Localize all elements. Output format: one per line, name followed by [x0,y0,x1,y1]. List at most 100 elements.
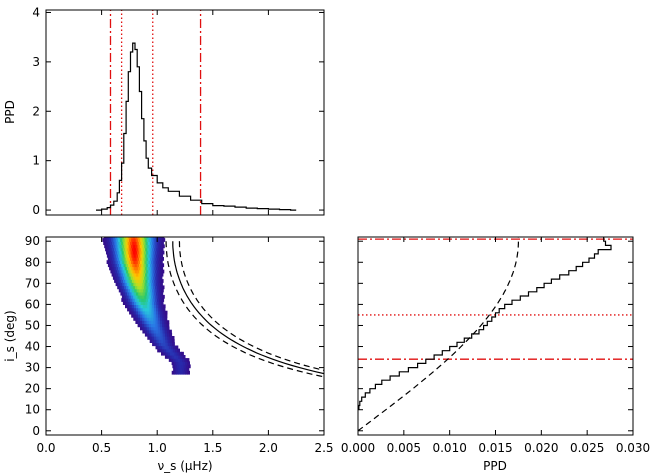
right-xtick-label: 0.030 [616,441,650,455]
heatmap-cell [119,276,123,280]
main-xtick-label: 2.5 [314,441,333,455]
heatmap-cell [153,253,157,258]
right-marginal-panel: 0.000 0.005 0.010 0.015 0.020 0.025 0.030 PPD [341,236,650,473]
heatmap-cell [151,301,155,305]
heatmap-cell [148,260,152,264]
heatmap-cell [117,250,120,255]
heatmap-cell [112,269,116,274]
heatmap-cell [160,326,163,331]
heatmap-cell [126,260,130,264]
heatmap-cell [109,266,112,271]
heatmap-cell [112,250,116,255]
heatmap-cell [134,269,138,274]
heatmap-cell [156,301,160,305]
heatmap-cell [158,272,162,277]
heatmap-cell [114,263,118,268]
heatmap-cell [121,263,124,268]
heatmap-cell [118,288,122,293]
heatmap-cell [131,253,135,258]
heatmap-cell [116,279,120,283]
heatmap-cell [142,304,146,309]
heatmap-cell [147,307,150,312]
heatmap-cell [137,282,141,287]
heatmap-cell [129,301,133,305]
main-axes-frame [45,236,325,436]
heatmap-cell [154,241,158,245]
heatmap-cell [161,263,165,268]
heatmap-cell [159,263,162,268]
heatmap-cell [137,269,140,274]
heatmap-cell [171,339,175,343]
heatmap-cell [144,238,148,242]
right-axes-frame [357,236,634,436]
heatmap-cell [158,342,162,347]
heatmap-cell [167,332,170,337]
heatmap-cell [179,364,182,369]
heatmap-cell [153,336,157,340]
heatmap-cell [165,342,169,347]
heatmap-cell [130,237,134,239]
heatmap-cell [146,244,150,249]
heatmap-cell [139,320,143,324]
heatmap-cell [136,304,139,309]
heatmap-cell [162,244,165,249]
heatmap-cell [135,282,139,287]
heatmap-cell [142,317,145,321]
heatmap-cell [165,339,169,343]
heatmap-cell [134,247,137,252]
heatmap-cell [145,304,148,309]
heatmap-cell [142,244,145,249]
heatmap-cell [182,361,186,366]
heatmap-cell [126,237,129,239]
heatmap-cell [155,329,159,334]
heatmap-cell [129,241,133,245]
heatmap-cell [131,304,135,309]
heatmap-cell [162,304,166,309]
heatmap-cell [133,266,137,271]
heatmap-cell [161,351,164,356]
heatmap-cell [151,313,155,318]
heatmap-cell [135,260,139,264]
heatmap-cell [128,285,132,290]
heatmap-cell [126,285,129,290]
heatmap-cell [155,253,159,258]
heatmap-cell [147,272,150,277]
heatmap-cell [149,329,152,334]
heatmap-cell [134,250,138,255]
heatmap-cell [144,326,148,331]
heatmap-cell [140,317,143,321]
heatmap-cell [121,298,125,302]
heatmap-cell [114,279,117,283]
heatmap-cell [136,301,139,305]
heatmap-cell [141,250,145,255]
heatmap-cell [139,237,143,239]
heatmap-cell [148,250,151,255]
heatmap-cell [155,260,159,264]
heatmap-cell [118,257,122,261]
heatmap-cell [176,364,180,369]
heatmap-cell [173,358,176,362]
heatmap-cell [131,307,135,312]
heatmap-cell [131,260,134,264]
heatmap-cell [156,288,160,293]
heatmap-cell [154,257,158,261]
heatmap-cell [148,298,151,302]
main-ytick-label: 70 [25,276,40,290]
heatmap-cell [171,355,175,359]
heatmap-cell [138,241,142,245]
heatmap-cell [151,336,155,340]
heatmap-cell [153,310,157,315]
heatmap-cell [146,260,150,264]
heatmap-cell [149,266,152,271]
main-ytick-label: 80 [25,255,40,269]
heatmap-cell [120,247,124,252]
heatmap-cell [152,237,156,239]
heatmap-cell [135,253,139,258]
heatmap-cell [123,298,127,302]
heatmap-cell [135,244,139,249]
main-x-axis-label: ν_s (μHz) [157,459,212,473]
heatmap-cell [159,320,163,324]
heatmap-cell [151,260,154,264]
heatmap-cell [122,253,126,258]
heatmap-cell [161,257,164,261]
